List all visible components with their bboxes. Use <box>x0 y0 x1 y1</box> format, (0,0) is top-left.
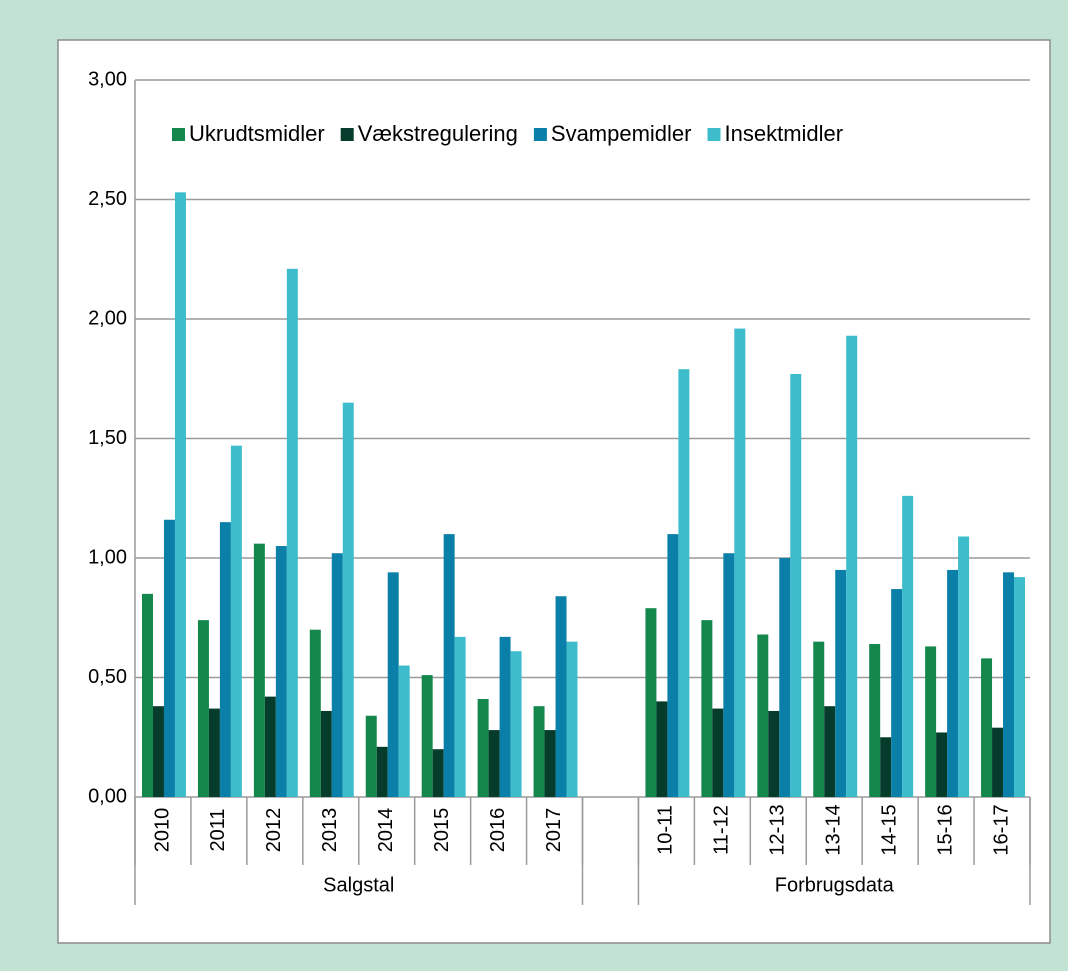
x-tick-label: 2011 <box>207 808 229 851</box>
bar <box>1014 577 1025 797</box>
x-tick-label: 2017 <box>543 808 565 853</box>
bar <box>197 620 209 797</box>
bar <box>712 708 724 797</box>
bar <box>846 335 858 797</box>
bar <box>891 589 903 797</box>
legend-swatch <box>172 128 185 141</box>
bar <box>499 636 511 797</box>
x-tick-label: 2016 <box>487 808 509 853</box>
group-label: Salgstal <box>323 874 394 896</box>
bar <box>331 553 343 797</box>
bar <box>454 636 466 797</box>
bar <box>701 620 713 797</box>
bar <box>824 706 836 797</box>
x-tick-label: 2014 <box>375 808 397 853</box>
x-tick-label: 2012 <box>263 808 285 853</box>
bar <box>286 268 298 797</box>
x-tick-label: 12-13 <box>767 804 789 855</box>
bar <box>387 572 399 797</box>
bar <box>880 737 892 797</box>
bar <box>342 402 354 797</box>
bar <box>723 553 735 797</box>
x-tick-label: 10-11 <box>655 805 677 855</box>
y-tick-label: 3,00 <box>88 68 127 90</box>
bar <box>142 593 153 797</box>
legend-swatch <box>340 128 354 141</box>
bar <box>667 534 679 797</box>
bar <box>219 522 231 797</box>
bar <box>174 192 186 797</box>
bar <box>544 730 556 797</box>
bar <box>443 534 455 797</box>
bar <box>555 596 567 797</box>
x-tick-label: 2013 <box>319 808 341 853</box>
bar <box>958 536 970 797</box>
chart-frame <box>57 39 1051 944</box>
bar <box>656 701 668 797</box>
bar <box>365 715 377 797</box>
bar <box>488 730 500 797</box>
bar <box>320 710 332 797</box>
bar <box>163 519 175 797</box>
bar <box>376 746 388 797</box>
bar <box>1003 572 1015 797</box>
bar <box>264 696 276 797</box>
bar <box>398 665 410 797</box>
x-tick-label: 2015 <box>431 808 453 853</box>
x-tick-label: 15-16 <box>934 804 956 855</box>
bar <box>533 706 545 797</box>
bar <box>566 641 578 797</box>
legend-label: Vækstregulering <box>358 121 518 146</box>
bar <box>779 558 791 797</box>
bar <box>275 546 287 797</box>
bar <box>835 569 847 797</box>
bar <box>309 629 321 797</box>
bar <box>477 699 489 797</box>
bar <box>992 727 1004 797</box>
x-tick-label: 2010 <box>151 808 173 853</box>
bar <box>925 646 937 797</box>
bar <box>757 634 769 797</box>
bar <box>869 644 881 797</box>
bar <box>981 658 993 797</box>
legend-swatch <box>707 128 721 141</box>
bar <box>936 732 948 797</box>
bar <box>947 569 959 797</box>
bar <box>813 641 825 797</box>
x-tick-label: 11-12 <box>711 805 733 855</box>
legend-swatch <box>533 128 547 141</box>
bar <box>790 373 802 797</box>
bar <box>208 708 220 797</box>
bar <box>510 651 522 797</box>
bar <box>230 445 242 797</box>
bar <box>152 706 164 797</box>
bar <box>253 543 265 797</box>
bar <box>421 675 433 797</box>
legend-label: Svampemidler <box>551 121 692 146</box>
y-tick-label: 0,50 <box>88 666 127 688</box>
y-tick-label: 2,50 <box>88 188 127 210</box>
bar <box>734 328 746 797</box>
bar <box>645 608 657 797</box>
legend-label: Ukrudtsmidler <box>189 121 325 146</box>
legend-label: Insektmidler <box>725 121 844 146</box>
y-tick-label: 1,00 <box>88 546 127 568</box>
group-label: Forbrugsdata <box>775 874 895 896</box>
bar <box>768 710 780 797</box>
x-tick-label: 16-17 <box>990 804 1012 855</box>
y-tick-label: 0,00 <box>88 785 127 807</box>
bar <box>432 749 444 797</box>
y-tick-label: 1,50 <box>88 427 127 449</box>
bar <box>678 369 690 797</box>
x-tick-label: 13-14 <box>823 804 845 855</box>
x-tick-label: 14-15 <box>878 804 900 855</box>
bar <box>902 495 914 797</box>
y-tick-label: 2,00 <box>88 307 127 329</box>
